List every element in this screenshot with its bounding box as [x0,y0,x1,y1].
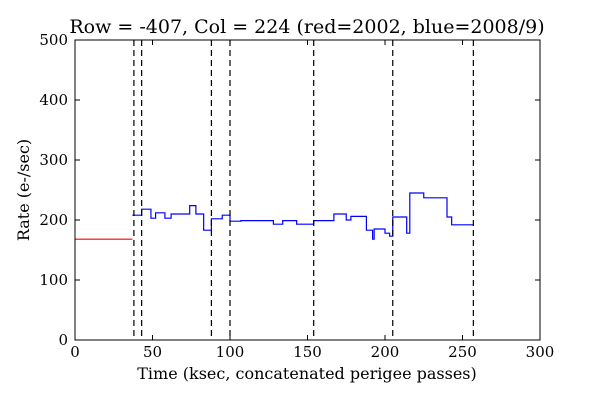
x-tick-label: 150 [293,343,322,361]
x-axis-label: Time (ksec, concatenated perigee passes) [137,364,477,383]
y-tick-label: 0 [58,331,68,349]
y-tick-label: 400 [39,91,68,109]
y-tick-label: 500 [39,31,68,49]
x-tick-label: 300 [526,343,555,361]
y-tick-label: 200 [39,211,68,229]
y-tick-label: 100 [39,271,68,289]
x-tick-label: 200 [371,343,400,361]
y-axis-label: Rate (e-/sec) [14,139,33,241]
y-tick-label: 300 [39,151,68,169]
x-tick-label: 50 [143,343,162,361]
chart-title: Row = -407, Col = 224 (red=2002, blue=20… [69,16,544,38]
axis-ticks: 0 50 100 150 200 250 300 0 100 200 300 400 500 [39,31,554,361]
series-line-1 [132,192,474,240]
plot-area [75,40,474,340]
x-tick-label: 250 [448,343,477,361]
x-tick-label: 0 [70,343,80,361]
x-tick-label: 100 [216,343,245,361]
